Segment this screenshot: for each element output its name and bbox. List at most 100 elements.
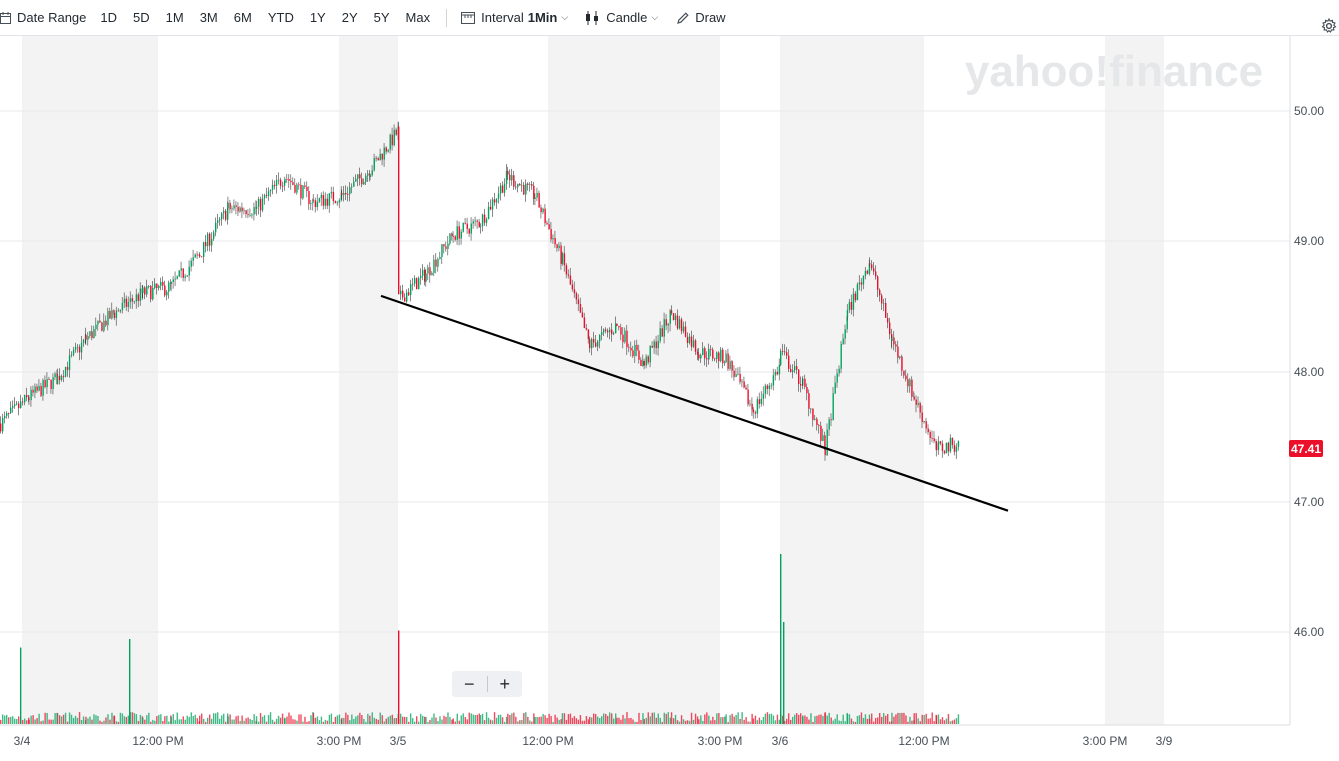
candle-body — [328, 193, 331, 206]
volume-bar — [217, 712, 219, 724]
candle-body — [308, 191, 310, 205]
candle-body — [40, 385, 42, 396]
candle-body — [609, 329, 611, 333]
range-2y[interactable]: 2Y — [341, 10, 358, 25]
volume-bar — [548, 713, 550, 724]
range-ytd[interactable]: YTD — [267, 10, 294, 25]
candle-body — [774, 371, 777, 376]
volume-bar — [716, 713, 718, 724]
candle-body — [178, 270, 180, 277]
range-5d[interactable]: 5D — [133, 10, 150, 25]
range-1y[interactable]: 1Y — [309, 10, 326, 25]
candle-body — [887, 317, 889, 323]
range-3m[interactable]: 3M — [199, 10, 218, 25]
volume-bar — [558, 719, 560, 724]
candle-body — [688, 336, 691, 343]
candle-body — [332, 191, 335, 202]
candle-body — [509, 174, 511, 181]
candle-body — [338, 200, 341, 203]
volume-bar — [375, 718, 377, 724]
candle-body — [818, 425, 820, 426]
volume-bar — [188, 716, 190, 724]
volume-bar — [117, 721, 120, 724]
volume-bar — [231, 719, 233, 724]
volume-bar — [174, 720, 176, 724]
volume-bar — [816, 715, 818, 724]
range-1m[interactable]: 1M — [165, 10, 184, 25]
candle-body — [489, 206, 492, 210]
candle-body — [836, 373, 838, 383]
volume-bar — [489, 719, 492, 724]
volume-bar — [682, 719, 685, 724]
candle-body — [680, 319, 683, 332]
volume-bar — [186, 715, 188, 724]
drawn-trendline[interactable] — [380, 294, 1009, 512]
volume-bar — [85, 716, 87, 724]
price-chart[interactable]: yahoo!finance 50.00 49.00 48.00 47.00 46… — [0, 36, 1339, 756]
candle-body — [221, 213, 223, 220]
volume-bar — [485, 712, 488, 724]
volume-bar — [284, 718, 286, 724]
candle-body — [772, 375, 775, 386]
chart-canvas[interactable]: yahoo!finance 50.00 49.00 48.00 47.00 46… — [0, 36, 1339, 756]
candle-body — [804, 378, 806, 388]
candle-body — [824, 435, 826, 451]
volume-bar — [889, 721, 891, 724]
x-tick-label: 3:00 PM — [1083, 734, 1128, 748]
candle-body — [548, 224, 550, 230]
candle-body — [659, 328, 661, 341]
zoom-in-button[interactable]: + — [499, 673, 510, 694]
candle-body — [298, 184, 300, 186]
volume-bar — [454, 721, 456, 724]
range-5y[interactable]: 5Y — [373, 10, 390, 25]
volume-bar — [314, 717, 317, 724]
candle-body — [599, 334, 601, 342]
candle-body — [943, 451, 946, 454]
volume-bar — [790, 719, 792, 724]
candle-body — [657, 340, 659, 349]
volume-bar — [318, 720, 321, 724]
volume-bar — [443, 715, 445, 724]
interval-dropdown[interactable]: Interval 1Min ⌵ — [455, 0, 574, 35]
candle-body — [135, 294, 138, 302]
volume-bar — [213, 713, 215, 724]
candle-body — [292, 182, 294, 185]
candle-body — [866, 270, 869, 274]
volume-bar — [192, 715, 194, 724]
range-1d[interactable]: 1D — [100, 10, 118, 25]
volume-bar — [30, 715, 32, 724]
candle-body — [649, 345, 651, 363]
volume-bar — [142, 717, 144, 724]
date-range-button[interactable]: Date Range — [0, 0, 92, 35]
range-6m[interactable]: 6M — [233, 10, 252, 25]
candle-body — [778, 364, 781, 375]
chart-type-dropdown[interactable]: Candle ⌵ — [574, 0, 668, 35]
candle-body — [718, 352, 720, 362]
candle-body — [616, 323, 618, 326]
candle-body — [670, 310, 673, 314]
candle-body — [949, 437, 952, 452]
range-max[interactable]: Max — [405, 10, 431, 25]
volume-bar — [235, 716, 237, 724]
volume-bar — [814, 716, 816, 724]
volume-bar — [937, 714, 940, 724]
draw-button[interactable]: Draw — [668, 0, 733, 35]
candle-body — [854, 293, 857, 301]
volume-bar — [273, 721, 276, 724]
candle-body — [869, 263, 871, 265]
volume-bar — [316, 716, 319, 724]
candle-body — [408, 292, 410, 296]
candle-body — [472, 221, 474, 224]
zoom-out-button[interactable]: − — [463, 673, 475, 694]
candle-body — [669, 310, 671, 324]
volume-bar — [720, 717, 722, 724]
candle-body — [420, 275, 422, 278]
volume-bar — [207, 717, 209, 724]
candle-body — [139, 288, 142, 301]
volume-bar — [624, 718, 626, 724]
volume-bar — [718, 713, 720, 724]
volume-bar — [32, 715, 34, 724]
settings-button[interactable] — [1321, 8, 1337, 43]
candle-body — [257, 199, 260, 207]
candle-body — [429, 267, 431, 276]
